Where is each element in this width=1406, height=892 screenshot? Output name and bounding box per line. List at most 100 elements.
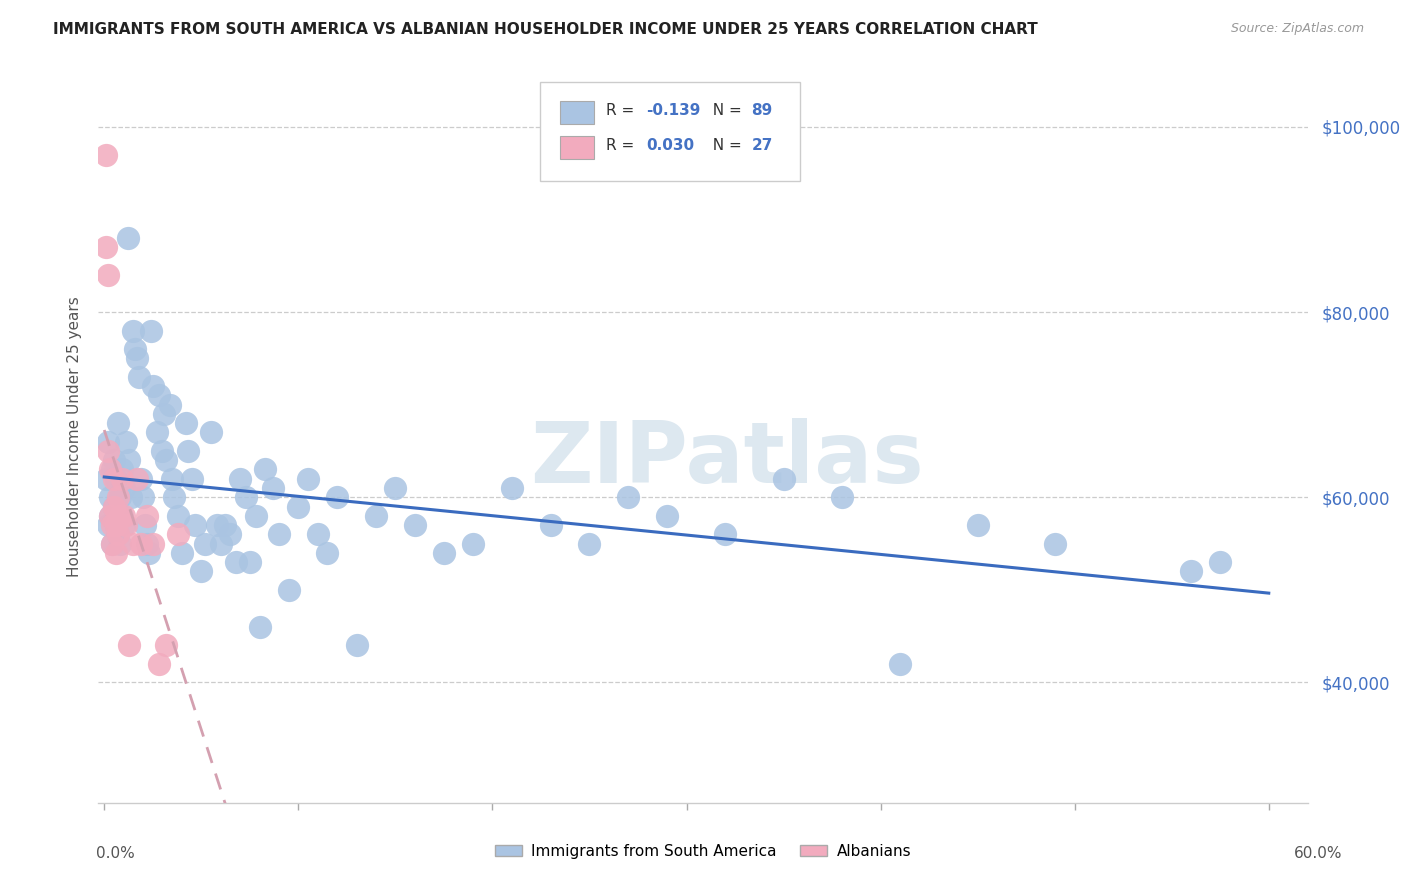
Point: [134, 518, 156, 533]
Point: [145, 425, 167, 440]
Point: [103, 472, 125, 486]
Point: [214, 518, 236, 533]
Point: [1209, 555, 1232, 569]
Point: [107, 490, 129, 504]
Point: [170, 546, 193, 560]
Point: [249, 620, 271, 634]
Point: [433, 546, 456, 560]
Point: [617, 490, 640, 504]
Point: [114, 434, 136, 449]
Point: [155, 639, 177, 653]
Text: -0.139: -0.139: [647, 103, 700, 119]
Text: R =: R =: [606, 138, 640, 153]
Text: 60.0%: 60.0%: [1295, 846, 1343, 861]
Point: [404, 518, 426, 533]
Point: [111, 462, 134, 476]
Point: [101, 462, 124, 476]
Point: [103, 500, 125, 514]
Point: [229, 472, 252, 486]
Point: [501, 481, 523, 495]
Point: [117, 231, 139, 245]
Point: [714, 527, 737, 541]
Point: [104, 472, 127, 486]
Point: [96, 147, 118, 161]
FancyBboxPatch shape: [540, 82, 800, 181]
Point: [108, 536, 131, 550]
Point: [209, 536, 232, 550]
Point: [97, 518, 120, 533]
Point: [297, 472, 319, 486]
Point: [112, 518, 135, 533]
Point: [136, 508, 159, 523]
Point: [101, 536, 124, 550]
Point: [129, 472, 152, 486]
Point: [184, 518, 207, 533]
Point: [142, 379, 165, 393]
Point: [148, 388, 170, 402]
Text: R =: R =: [606, 103, 640, 119]
Point: [831, 490, 853, 504]
Point: [180, 472, 202, 486]
Point: [120, 490, 142, 504]
Text: N =: N =: [703, 103, 747, 119]
Point: [129, 536, 152, 550]
Point: [97, 434, 120, 449]
Point: [97, 268, 120, 282]
Point: [167, 508, 190, 523]
Point: [152, 444, 174, 458]
Point: [112, 481, 135, 495]
Point: [254, 462, 277, 476]
Point: [163, 490, 186, 504]
Point: [97, 444, 120, 458]
Point: [139, 324, 162, 338]
Point: [277, 582, 299, 597]
Text: 0.030: 0.030: [647, 138, 695, 153]
Text: 27: 27: [751, 138, 773, 153]
Point: [104, 518, 127, 533]
Point: [98, 508, 121, 523]
Point: [111, 472, 134, 486]
Point: [103, 453, 125, 467]
Point: [160, 472, 183, 486]
Point: [107, 527, 129, 541]
Point: [104, 518, 127, 533]
Point: [128, 370, 150, 384]
Point: [176, 444, 198, 458]
Point: [96, 240, 118, 254]
Text: IMMIGRANTS FROM SOUTH AMERICA VS ALBANIAN HOUSEHOLDER INCOME UNDER 25 YEARS CORR: IMMIGRANTS FROM SOUTH AMERICA VS ALBANIA…: [53, 22, 1038, 37]
Point: [364, 508, 387, 523]
Point: [540, 518, 562, 533]
Point: [107, 416, 129, 430]
Point: [111, 508, 134, 523]
Point: [132, 490, 155, 504]
Point: [287, 500, 309, 514]
Point: [262, 481, 284, 495]
Text: 0.0%: 0.0%: [96, 846, 135, 861]
Point: [307, 527, 329, 541]
Point: [153, 407, 176, 421]
Point: [98, 490, 121, 504]
Point: [142, 536, 165, 550]
Point: [167, 527, 190, 541]
Point: [103, 500, 125, 514]
Point: [118, 453, 141, 467]
Point: [1180, 565, 1202, 579]
Text: ZIPatlas: ZIPatlas: [530, 417, 924, 500]
Point: [127, 472, 149, 486]
Legend: Immigrants from South America, Albanians: Immigrants from South America, Albanians: [489, 838, 917, 864]
Point: [655, 508, 678, 523]
Point: [101, 518, 124, 533]
Point: [122, 536, 145, 550]
Point: [155, 453, 177, 467]
Point: [174, 416, 197, 430]
Point: [124, 342, 146, 356]
Point: [148, 657, 170, 671]
Point: [159, 398, 181, 412]
Point: [136, 536, 159, 550]
Point: [190, 565, 212, 579]
Point: [772, 472, 794, 486]
Bar: [561, 101, 595, 124]
Point: [101, 536, 124, 550]
Point: [127, 351, 149, 366]
Bar: [561, 136, 595, 159]
